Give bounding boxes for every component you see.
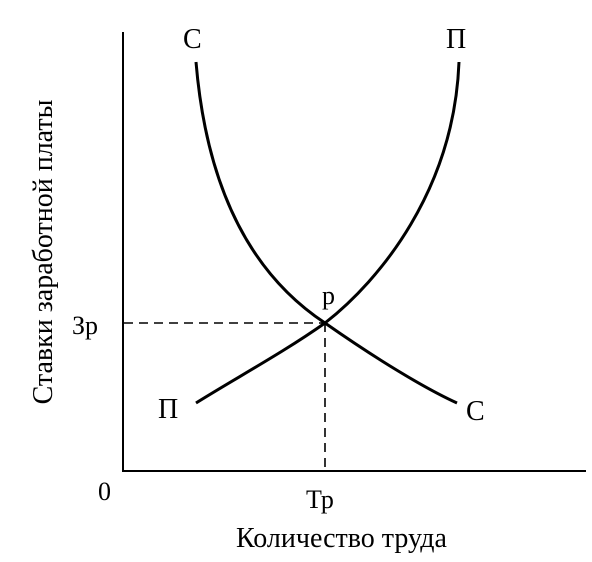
origin-label: 0 bbox=[98, 477, 111, 506]
y-axis-title: Ставки заработной платы bbox=[28, 99, 59, 404]
series-c-start-label: С bbox=[183, 24, 202, 55]
series-p-curve bbox=[195, 61, 461, 405]
equilibrium-label: р bbox=[322, 281, 335, 310]
equilibrium-x-label: Тр bbox=[306, 485, 334, 514]
x-axis-title: Количество труда bbox=[236, 523, 447, 554]
equilibrium-y-label: Зр bbox=[72, 311, 98, 340]
series-c-curve bbox=[194, 61, 458, 405]
series-p-end-label: П bbox=[446, 24, 466, 55]
series-c-end-label: С bbox=[466, 396, 485, 427]
series-p-start-label: П bbox=[158, 394, 178, 425]
